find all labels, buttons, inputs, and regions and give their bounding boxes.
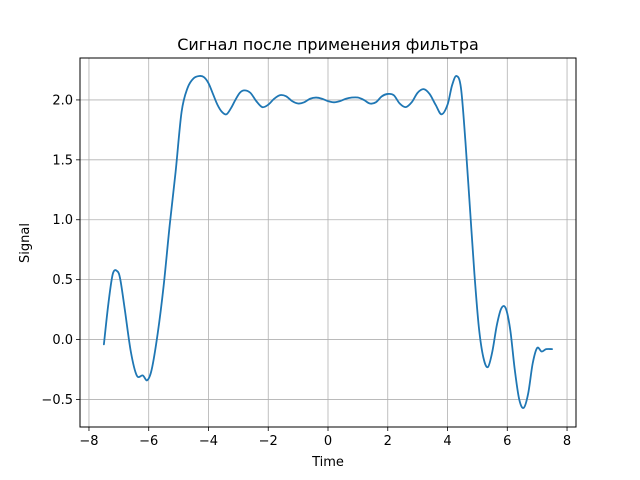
axis-ticks: −8 −6 −4 −2 0 2 4 6 8 −0.5 0.0 0.5 1.0 1.5 2.0 — [41, 93, 571, 449]
x-tick-label: −6 — [139, 434, 158, 449]
x-tick-label: 0 — [324, 434, 332, 449]
y-tick-label: 1.0 — [52, 213, 73, 228]
x-tick-label: −8 — [79, 434, 98, 449]
x-tick-label: −2 — [259, 434, 278, 449]
y-tick-label: 0.0 — [52, 333, 73, 348]
x-tick-label: −4 — [199, 434, 218, 449]
grid-lines — [80, 58, 576, 427]
series-layer — [103, 75, 553, 409]
x-tick-label: 6 — [503, 434, 511, 449]
y-tick-label: −0.5 — [41, 393, 73, 408]
y-tick-label: 2.0 — [52, 93, 73, 108]
x-axis-label: Time — [311, 455, 344, 470]
y-axis-label: Signal — [18, 223, 33, 263]
x-tick-label: 4 — [443, 434, 451, 449]
x-tick-label: 8 — [563, 434, 571, 449]
x-tick-label: 2 — [384, 434, 392, 449]
y-tick-label: 1.5 — [52, 153, 73, 168]
chart-title: Сигнал после применения фильтра — [177, 35, 479, 54]
y-tick-label: 0.5 — [52, 273, 73, 288]
signal-line — [103, 75, 553, 409]
